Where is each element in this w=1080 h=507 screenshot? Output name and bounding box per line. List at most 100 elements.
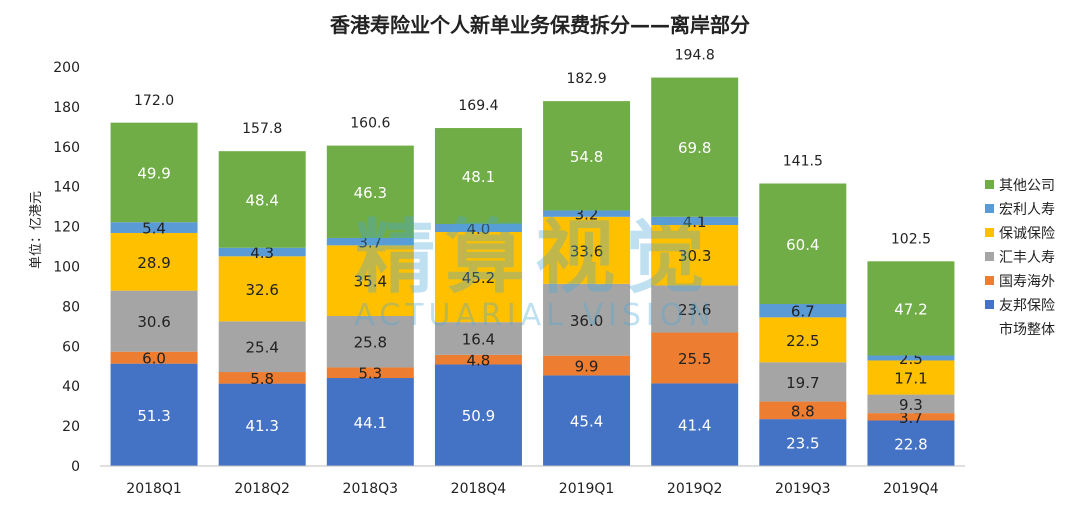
bar-segment	[434, 322, 522, 355]
data-label: 5.8	[250, 370, 274, 388]
y-axis-label: 单位：亿港元	[29, 191, 44, 269]
y-tick-label: 0	[71, 459, 80, 475]
total-label: 182.9	[567, 71, 607, 87]
bar-segment	[759, 317, 847, 363]
bar-segment	[867, 355, 955, 361]
bar-segment	[218, 321, 306, 373]
data-label: 45.4	[570, 413, 603, 431]
bar-segment	[326, 237, 414, 246]
bar-segment	[759, 401, 847, 420]
data-label: 30.6	[137, 313, 170, 331]
data-label: 35.4	[354, 273, 387, 291]
bar-segment	[543, 283, 631, 356]
bar-segment	[218, 372, 306, 384]
x-tick-label: 2018Q1	[126, 481, 182, 497]
bar-segment	[326, 145, 414, 238]
bar-segment	[110, 232, 198, 291]
y-tick-label: 40	[62, 379, 80, 395]
x-tick-label: 2018Q4	[451, 481, 507, 497]
chart-title: 香港寿险业个人新单业务保费拆分——离岸部分	[330, 13, 750, 37]
bar-segment	[543, 216, 631, 284]
data-label: 51.3	[137, 407, 170, 425]
data-label: 19.7	[786, 374, 819, 392]
data-label: 28.9	[137, 254, 170, 272]
y-tick-label: 20	[62, 419, 80, 435]
data-label: 4.0	[467, 220, 491, 238]
data-label: 9.3	[899, 396, 923, 414]
data-label: 33.6	[570, 242, 603, 260]
data-label: 25.8	[354, 334, 387, 352]
watermark: 精算视觉 ACTUARIAL VISION	[354, 211, 716, 333]
bar-segment	[110, 222, 198, 233]
data-label: 60.4	[786, 236, 819, 254]
legend-item: 宏利人寿	[999, 201, 1055, 218]
bar-segment	[326, 367, 414, 379]
data-label: 45.2	[462, 269, 495, 287]
legend-swatch	[985, 276, 994, 285]
bar-segment	[867, 261, 955, 356]
total-label: 160.6	[350, 116, 390, 132]
legend-swatch	[985, 228, 994, 237]
legend-item: 友邦保险	[999, 298, 1055, 314]
bar-segment	[110, 351, 198, 364]
data-label: 30.3	[678, 247, 711, 265]
bar-segment	[543, 101, 631, 211]
legend-item: 保诚保险	[999, 226, 1055, 242]
bar-segment	[218, 247, 306, 257]
data-label: 44.1	[354, 414, 387, 432]
total-label: 172.0	[134, 93, 174, 109]
bar-segment	[867, 360, 955, 395]
bar-segment	[543, 210, 631, 217]
data-label: 54.8	[570, 148, 603, 166]
y-tick-label: 100	[53, 260, 80, 276]
bar-segment	[759, 304, 847, 318]
bar-segment	[651, 332, 739, 384]
data-label: 22.8	[894, 435, 927, 453]
total-label: 157.8	[242, 121, 282, 137]
total-labels: 172.0 157.8 160.6 169.4 182.9 194.8 141.5 102.5	[134, 47, 931, 247]
watermark-english: ACTUARIAL VISION	[354, 298, 716, 333]
bar-segment	[867, 394, 955, 414]
data-label: 36.0	[570, 312, 603, 330]
x-tick-label: 2019Q4	[883, 481, 939, 497]
data-label: 22.5	[786, 332, 819, 350]
bar-segment	[434, 364, 522, 466]
x-tick-label: 2019Q2	[667, 481, 723, 497]
bar-segment	[651, 285, 739, 333]
y-tick-label: 80	[62, 299, 80, 315]
data-label: 6.0	[142, 350, 166, 368]
legend-item: 国寿海外	[999, 273, 1055, 290]
bar-segment	[759, 362, 847, 402]
legend-item: 市场整体	[999, 321, 1055, 338]
data-label: 3.7	[899, 409, 923, 427]
bar-segment	[326, 378, 414, 466]
data-label: 8.8	[791, 402, 815, 420]
bar-segment	[651, 216, 739, 226]
data-label: 47.2	[894, 300, 927, 318]
bar-segment	[759, 183, 847, 305]
y-tick-label: 140	[53, 180, 80, 196]
data-label: 9.9	[575, 358, 599, 376]
legend-swatch	[985, 252, 994, 261]
total-label: 102.5	[891, 232, 931, 248]
data-label: 32.6	[245, 281, 278, 299]
data-label: 41.4	[678, 417, 711, 435]
total-label: 194.8	[675, 47, 715, 63]
data-label: 16.4	[462, 331, 495, 349]
bar-segment	[543, 355, 631, 376]
legend-swatch	[985, 204, 994, 213]
bar-segment	[110, 122, 198, 223]
data-label: 23.6	[678, 301, 711, 319]
bar-segment	[110, 290, 198, 352]
y-tick-label: 60	[62, 339, 80, 355]
data-label: 4.3	[250, 244, 274, 262]
y-tick-label: 200	[53, 60, 80, 76]
data-label: 69.8	[678, 139, 711, 157]
bar-segment	[434, 128, 522, 225]
x-tick-label: 2018Q3	[343, 481, 399, 497]
data-label: 48.4	[245, 191, 278, 209]
bar-segment	[651, 383, 739, 466]
x-axis: 2018Q1 2018Q2 2018Q3 2018Q4 2019Q1 2019Q2 2019…	[100, 465, 965, 497]
data-label: 6.7	[791, 303, 815, 321]
